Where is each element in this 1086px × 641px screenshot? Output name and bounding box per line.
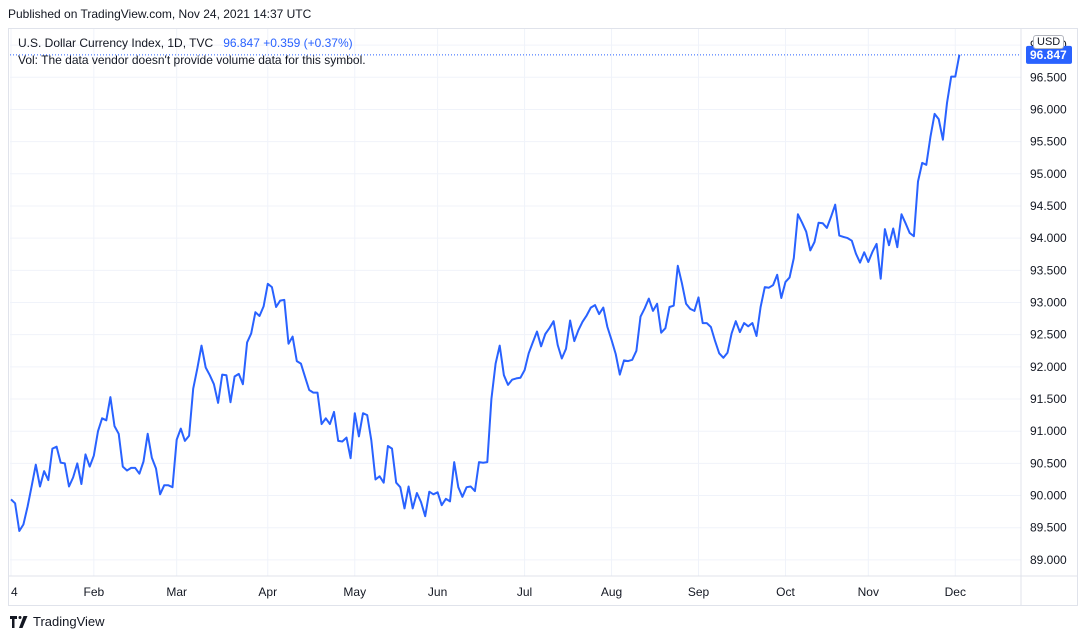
last-price-tag: 96.847 <box>1026 45 1072 64</box>
y-tick-label: 95.500 <box>1030 135 1067 149</box>
x-tick-label: Oct <box>776 585 795 599</box>
y-tick-label: 91.000 <box>1030 424 1067 438</box>
x-tick-label: Dec <box>945 585 966 599</box>
tradingview-logo-icon <box>10 615 28 628</box>
y-tick-label: 95.000 <box>1030 167 1067 181</box>
price-series-line <box>10 54 961 532</box>
published-caption: Published on TradingView.com, Nov 24, 20… <box>8 7 312 21</box>
y-tick-label: 94.000 <box>1030 231 1067 245</box>
legend-volume-note: Vol: The data vendor doesn't provide vol… <box>18 53 366 67</box>
tradingview-footer[interactable]: TradingView <box>10 614 105 629</box>
x-tick-label: Apr <box>258 585 277 599</box>
y-tick-label: 96.500 <box>1030 70 1067 84</box>
y-tick-label: 90.000 <box>1030 489 1067 503</box>
time-axis: 4 Feb Mar Apr May Jun Jul Aug Sep Oct Nov Dec <box>11 585 966 599</box>
tradingview-brand: TradingView <box>33 614 105 629</box>
last-price-tag-text: 96.847 <box>1030 48 1067 62</box>
x-tick-label: Jun <box>428 585 447 599</box>
y-tick-label: 93.500 <box>1030 263 1067 277</box>
y-tick-label: 89.000 <box>1030 553 1067 567</box>
y-tick-label: 89.500 <box>1030 521 1067 535</box>
y-tick-label: 96.000 <box>1030 102 1067 116</box>
y-tick-label: 90.500 <box>1030 456 1067 470</box>
y-tick-label: 91.500 <box>1030 392 1067 406</box>
legend-last-price: 96.847 <box>223 36 260 50</box>
x-tick-label: Jul <box>517 585 532 599</box>
x-tick-label: 4 <box>11 585 18 599</box>
x-tick-label: May <box>343 585 366 599</box>
x-tick-label: Feb <box>83 585 104 599</box>
last-price-tag-bg <box>1026 45 1072 64</box>
x-tick-label: Aug <box>601 585 622 599</box>
x-tick-label: Nov <box>858 585 879 599</box>
chart-frame <box>8 28 1078 606</box>
chart-grid <box>8 29 1078 605</box>
y-tick-label: 92.500 <box>1030 328 1067 342</box>
currency-button[interactable]: USD <box>1033 35 1065 49</box>
legend-change: +0.359 (+0.37%) <box>263 36 353 50</box>
y-tick-label: 92.000 <box>1030 360 1067 374</box>
legend-line: U.S. Dollar Currency Index, 1D, TVC 96.8… <box>18 36 353 50</box>
x-tick-label: Mar <box>166 585 187 599</box>
x-tick-label: Sep <box>688 585 710 599</box>
y-tick-label: 94.500 <box>1030 199 1067 213</box>
y-tick-label: 93.000 <box>1030 296 1067 310</box>
price-axis: 89.000 89.500 90.000 90.500 91.000 91.500 92.0… <box>1030 38 1067 567</box>
legend-symbol: U.S. Dollar Currency Index, 1D, TVC <box>18 36 214 50</box>
